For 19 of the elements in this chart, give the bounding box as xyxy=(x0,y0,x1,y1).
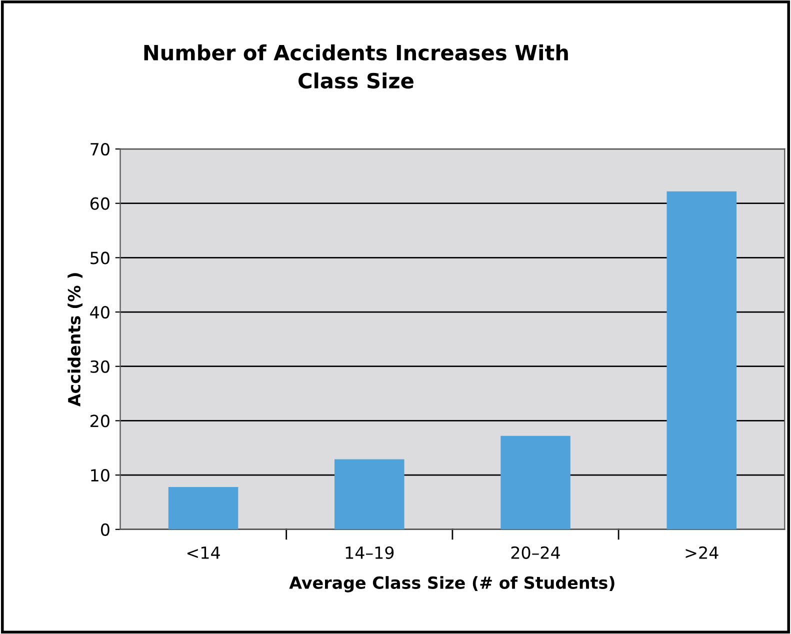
y-tick-label: 40 xyxy=(90,306,110,319)
y-tick-label: 20 xyxy=(90,414,110,428)
x-tick-label: <14 xyxy=(187,546,220,559)
y-tick-label: 30 xyxy=(90,360,110,373)
bar xyxy=(500,436,570,530)
x-tick-label: >24 xyxy=(686,546,718,559)
bar xyxy=(168,487,238,530)
y-tick-label: 50 xyxy=(90,252,110,264)
x-tick-label: 14–19 xyxy=(346,546,394,559)
x-axis-title: Average Class Size (# of Students) xyxy=(289,576,614,592)
y-tick-label: 10 xyxy=(91,469,110,482)
bar xyxy=(334,459,404,530)
chart-title: Number of Accidents Increases With Class Size xyxy=(144,44,568,89)
x-tick-label: 20–24 xyxy=(511,546,560,559)
y-tick-label: 70 xyxy=(90,142,110,156)
y-tick-label: 0 xyxy=(101,523,110,536)
y-tick-label: 60 xyxy=(90,197,110,210)
bar xyxy=(666,191,736,530)
y-axis-title: Accidents (% ) xyxy=(68,273,82,407)
